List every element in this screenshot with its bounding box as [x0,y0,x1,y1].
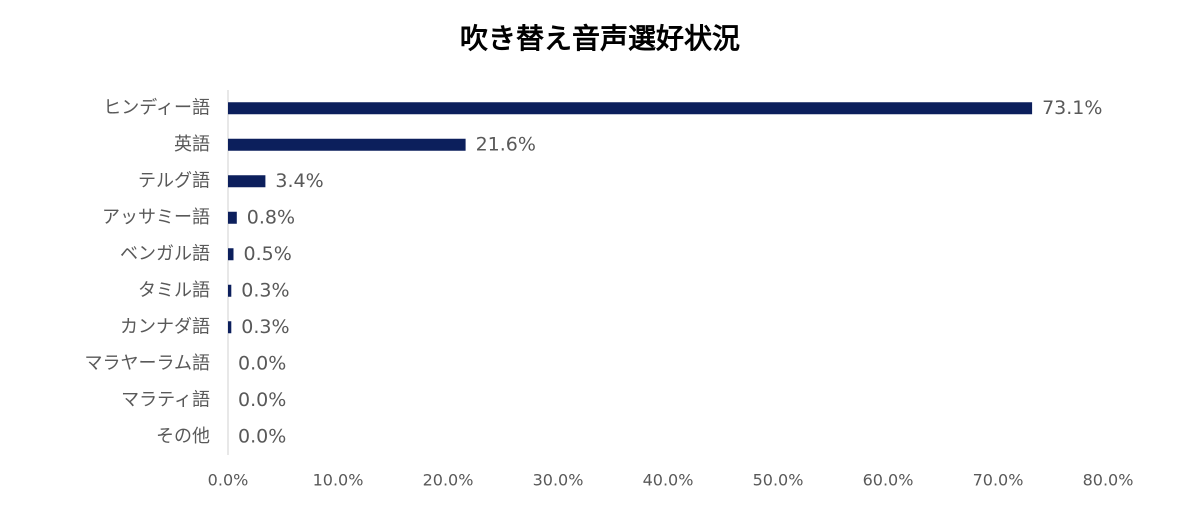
bar [228,248,234,261]
y-tick-label: その他 [156,426,210,447]
y-tick-label: タミル語 [138,280,210,301]
value-label: 3.4% [275,170,323,192]
value-label: 73.1% [1042,97,1102,119]
y-tick-label: アッサミー語 [102,207,210,228]
value-label: 0.3% [241,316,289,338]
y-tick-label: カンナダ語 [120,316,210,337]
x-tick-label: 40.0% [643,471,694,490]
y-tick-label: ヒンディー語 [103,97,210,118]
value-label: 0.3% [241,279,289,301]
y-tick-label: テルグ語 [138,170,210,191]
x-tick-label: 70.0% [973,471,1024,490]
x-tick-label: 50.0% [753,471,804,490]
x-tick-label: 20.0% [423,471,474,490]
x-tick-label: 0.0% [208,471,249,490]
value-label: 0.0% [238,389,286,411]
chart-title: 吹き替え音声選好状況 [460,22,740,55]
value-label: 0.5% [244,243,292,265]
bar [228,102,1033,115]
value-label: 0.0% [238,425,286,447]
y-tick-label: マラティ語 [121,389,210,410]
x-tick-label: 80.0% [1083,471,1134,490]
y-tick-label: マラヤーラム語 [85,353,210,374]
bar [228,138,466,151]
value-label: 0.0% [238,352,286,374]
bar [228,321,232,334]
bar [228,175,266,188]
y-tick-label: 英語 [174,134,210,155]
bar [228,284,232,297]
x-tick-label: 10.0% [313,471,364,490]
x-tick-label: 60.0% [863,471,914,490]
x-tick-label: 30.0% [533,471,584,490]
bar [228,211,237,224]
value-label: 0.8% [247,206,295,228]
value-label: 21.6% [476,133,536,155]
y-tick-label: ベンガル語 [120,243,210,264]
